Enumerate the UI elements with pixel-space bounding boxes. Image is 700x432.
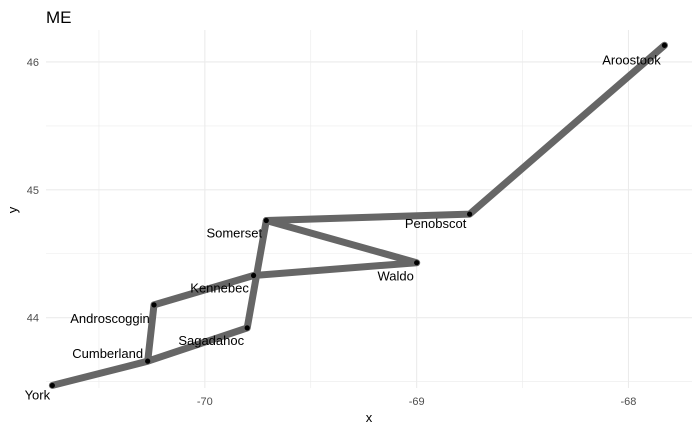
point-label: Androscoggin <box>70 311 150 326</box>
series-line <box>262 41 668 224</box>
data-point <box>250 272 257 279</box>
x-axis-label: x <box>366 410 373 425</box>
point-label: Aroostook <box>602 52 661 67</box>
data-point <box>661 42 668 48</box>
point-label: York <box>25 387 51 402</box>
point-label: Cumberland <box>72 346 143 361</box>
data-point <box>263 217 269 224</box>
axes: -70 -69 -68 44 45 46 <box>27 57 637 408</box>
data-point <box>49 382 55 389</box>
series-line <box>48 217 421 389</box>
data-point <box>145 358 151 364</box>
chart-title: ME <box>46 8 72 27</box>
y-axis-label: y <box>5 206 20 213</box>
point-label: Penobscot <box>405 216 467 231</box>
data-point <box>467 211 473 217</box>
x-tick-label: -68 <box>621 396 637 408</box>
y-tick-label: 46 <box>27 57 39 69</box>
path-lines <box>48 41 668 389</box>
x-tick-label: -69 <box>409 396 425 408</box>
points <box>49 42 668 389</box>
data-point <box>151 302 157 308</box>
y-tick-label: 44 <box>27 313 39 325</box>
point-labels: York Cumberland Androscoggin Kennebec Waldo S… <box>25 52 662 402</box>
data-point <box>414 260 420 266</box>
x-tick-label: -70 <box>197 396 213 408</box>
point-label: Waldo <box>377 269 413 284</box>
point-label: Somerset <box>206 226 262 241</box>
point-label: Kennebec <box>190 280 249 295</box>
data-point <box>244 325 250 331</box>
grid <box>46 30 692 388</box>
y-tick-label: 45 <box>27 185 39 197</box>
point-label: Sagadahoc <box>178 333 244 348</box>
